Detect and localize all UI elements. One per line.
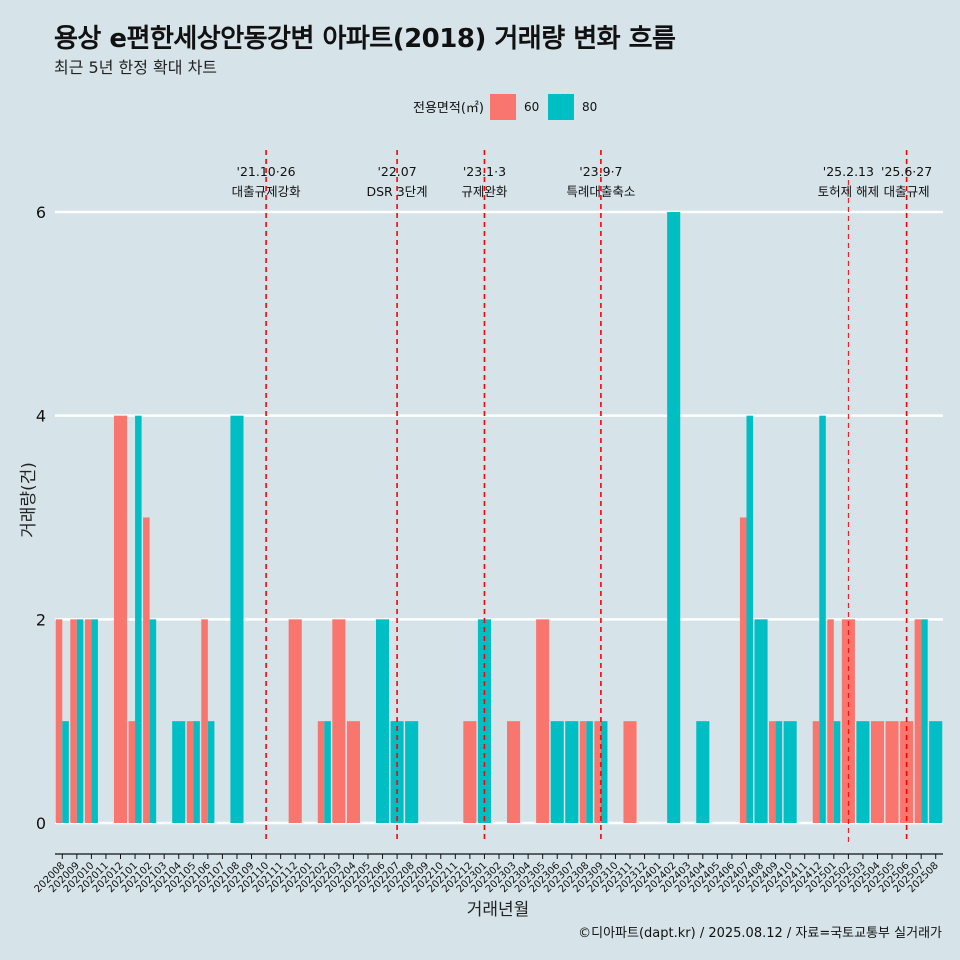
legend-label-60: 60 <box>524 100 539 114</box>
bar-60-202407 <box>739 517 747 823</box>
bar-60-202212 <box>463 721 477 823</box>
event-text-label: 토허제 해제 <box>818 184 879 199</box>
bar-60-202504 <box>870 721 885 823</box>
event-text-label: 특례대출축소 <box>566 184 635 199</box>
bar-80-202404 <box>696 721 710 823</box>
bar-60-202204 <box>346 721 360 823</box>
bar-60-202012 <box>113 415 128 823</box>
bar-80-202102 <box>149 619 157 823</box>
bar-60-202008 <box>55 619 63 823</box>
bar-60-202202 <box>317 721 325 823</box>
legend-title: 전용면적(㎡) <box>413 101 484 116</box>
y-tick-label: 2 <box>36 610 46 629</box>
bar-80-202501 <box>833 721 841 823</box>
bar-60-202105 <box>186 721 194 823</box>
bar-60-202305 <box>536 619 550 823</box>
y-axis: 0 2 4 6 <box>36 203 46 833</box>
x-axis-title: 거래년월 <box>467 900 530 920</box>
y-tick-label: 0 <box>36 814 46 833</box>
bar-60-202308 <box>579 721 587 823</box>
bar-80-202409 <box>775 721 783 823</box>
event-text-label: 대출규제 <box>884 184 930 199</box>
bar-60-202309 <box>594 721 601 823</box>
bar-80-202206 <box>375 619 390 823</box>
bar-80-202402 <box>667 212 681 823</box>
bar-80-202309 <box>600 721 608 823</box>
bar-60-202412 <box>812 721 820 823</box>
bar-80-202503 <box>856 721 870 823</box>
event-date-label: '22.07 <box>377 164 416 179</box>
source-caption: ©디아파트(dapt.kr) / 2025.08.12 / 자료=국토교통부 실… <box>578 926 942 941</box>
event-text-label: 규제완화 <box>461 184 508 199</box>
bar-80-202009 <box>76 619 84 823</box>
bar-80-202508 <box>929 721 943 823</box>
bar-80-202306 <box>550 721 564 823</box>
y-tick-label: 6 <box>36 203 46 222</box>
y-axis-title: 거래량(건) <box>19 462 39 538</box>
bar-60-202501 <box>827 619 834 823</box>
bar-60-202303 <box>507 721 521 823</box>
event-date-label: '23.9·7 <box>579 164 622 179</box>
bar-60-202507 <box>914 619 922 823</box>
x-axis: 2020082020092020102020112020122021012021… <box>33 853 943 895</box>
bar-80-202202 <box>324 721 331 823</box>
legend: 전용면적(㎡) 60 80 <box>413 94 597 120</box>
bar-60-202112 <box>288 619 302 823</box>
bar-60-202409 <box>769 721 776 823</box>
bar-80-202010 <box>91 619 98 823</box>
bar-60-202102 <box>143 517 150 823</box>
event-lines: '21.10·26 대출규제강화 '22.07 DSR 3단계 '23.1·3 규제완화 '… <box>232 150 932 842</box>
legend-swatch-60 <box>490 94 516 120</box>
bar-80-202008 <box>62 721 69 823</box>
event-date-label: '25.6·27 <box>881 164 932 179</box>
bar-60-202311 <box>623 721 637 823</box>
bar-80-202412 <box>819 415 826 823</box>
chart-title: 용상 e편한세상안동강변 아파트(2018) 거래량 변화 흐름 <box>54 24 676 54</box>
bar-80-202408 <box>754 619 768 823</box>
bar-80-202104 <box>172 721 186 823</box>
y-tick-label: 4 <box>36 407 46 426</box>
chart-subtitle: 최근 5년 한정 확대 차트 <box>54 58 218 77</box>
event-date-label: '25.2.13 <box>823 164 874 179</box>
bar-80-202407 <box>746 415 754 823</box>
event-date-label: '21.10·26 <box>237 164 296 179</box>
legend-swatch-80 <box>548 94 574 120</box>
bar-80-202308 <box>586 721 593 823</box>
bar-60-202009 <box>70 619 77 823</box>
bar-80-202108 <box>230 415 244 823</box>
bar-80-202106 <box>207 721 215 823</box>
bar-60-202106 <box>201 619 208 823</box>
bar-80-202410 <box>783 721 797 823</box>
bars <box>55 212 943 823</box>
legend-label-80: 80 <box>582 100 597 114</box>
event-date-label: '23.1·3 <box>463 164 506 179</box>
bar-80-202507 <box>921 619 928 823</box>
bar-80-202307 <box>565 721 579 823</box>
bar-80-202101 <box>135 415 142 823</box>
bar-60-202010 <box>84 619 92 823</box>
event-text-label: DSR 3단계 <box>367 184 428 199</box>
bar-80-202105 <box>193 721 200 823</box>
bar-60-202101 <box>128 721 136 823</box>
event-text-label: 대출규제강화 <box>232 184 302 199</box>
bar-60-202203 <box>332 619 346 823</box>
bar-80-202208 <box>405 721 419 823</box>
bar-60-202505 <box>885 721 899 823</box>
